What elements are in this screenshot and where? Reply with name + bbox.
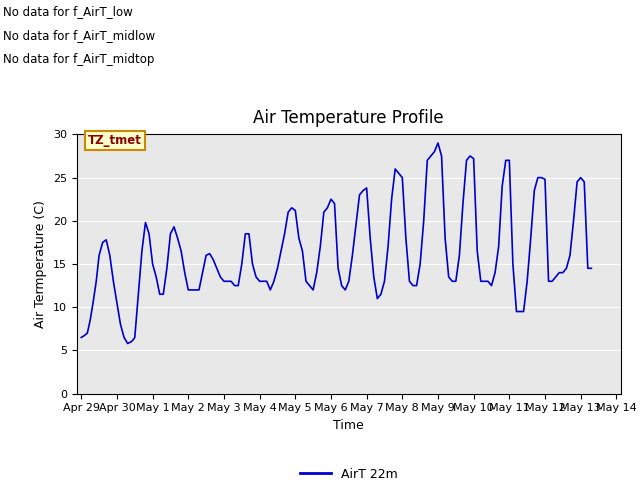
Title: Air Temperature Profile: Air Temperature Profile	[253, 109, 444, 127]
Text: No data for f_AirT_midlow: No data for f_AirT_midlow	[3, 29, 156, 42]
Y-axis label: Air Termperature (C): Air Termperature (C)	[35, 200, 47, 328]
X-axis label: Time: Time	[333, 419, 364, 432]
Text: No data for f_AirT_low: No data for f_AirT_low	[3, 5, 133, 18]
Text: No data for f_AirT_midtop: No data for f_AirT_midtop	[3, 53, 155, 66]
Text: TZ_tmet: TZ_tmet	[88, 134, 141, 147]
Legend: AirT 22m: AirT 22m	[295, 463, 403, 480]
